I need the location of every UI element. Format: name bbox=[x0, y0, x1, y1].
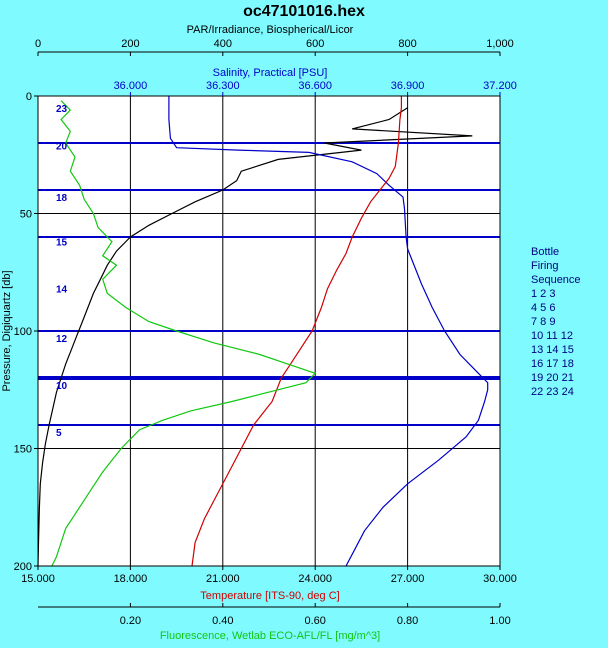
par-tick-label: 1,000 bbox=[486, 38, 514, 50]
par-tick-label: 0 bbox=[35, 38, 41, 50]
bottle-marker-label: 18 bbox=[56, 193, 68, 204]
temperature-axis-title: Temperature [ITS-90, deg C] bbox=[200, 590, 339, 602]
fluorescence-axis-title: Fluorescence, Wetlab ECO-AFL/FL [mg/m^3] bbox=[160, 630, 380, 642]
par-tick-label: 200 bbox=[121, 38, 139, 50]
y-axis-label: Pressure, Digiquartz [db] bbox=[1, 270, 13, 391]
series-line bbox=[51, 100, 317, 567]
temperature-tick-label: 18.000 bbox=[114, 573, 148, 585]
temperature-tick-label: 15.000 bbox=[21, 573, 55, 585]
bottle-marker-label: 10 bbox=[56, 381, 68, 392]
fluorescence-tick-label: 0.80 bbox=[397, 615, 418, 627]
legend-row: 1 2 3 bbox=[531, 288, 555, 300]
fluorescence-tick-label: 1.00 bbox=[489, 615, 510, 627]
y-tick-label: 200 bbox=[14, 561, 32, 573]
salinity-tick-label: 37.200 bbox=[483, 80, 517, 92]
salinity-tick-label: 36.900 bbox=[391, 80, 425, 92]
legend-title-line: Bottle bbox=[531, 246, 559, 258]
legend-row: 13 14 15 bbox=[531, 344, 574, 356]
par-tick-label: 600 bbox=[306, 38, 324, 50]
par-axis-title: PAR/Irradiance, Biospherical/Licor bbox=[187, 24, 354, 36]
chart-title: oc47101016.hex bbox=[243, 3, 365, 20]
bottle-marker-label: 23 bbox=[56, 104, 68, 115]
legend-row: 22 23 24 bbox=[531, 386, 574, 398]
par-tick-label: 400 bbox=[214, 38, 232, 50]
bottle-marker-label: 20 bbox=[56, 141, 68, 152]
legend-row: 7 8 9 bbox=[531, 316, 555, 328]
legend-row: 19 20 21 bbox=[531, 372, 574, 384]
bottle-marker-label: 14 bbox=[56, 285, 68, 296]
fluorescence-tick-label: 0.20 bbox=[120, 615, 141, 627]
y-tick-label: 100 bbox=[14, 326, 32, 338]
legend-title-line: Sequence bbox=[531, 274, 581, 286]
par-tick-label: 800 bbox=[398, 38, 416, 50]
legend-row: 4 5 6 bbox=[531, 302, 555, 314]
bottle-marker-label: 15 bbox=[56, 238, 68, 249]
series-line bbox=[191, 96, 402, 567]
temperature-tick-label: 30.000 bbox=[483, 573, 517, 585]
salinity-tick-label: 36.000 bbox=[114, 80, 148, 92]
bottle-marker-label: 12 bbox=[56, 334, 68, 345]
salinity-tick-label: 36.600 bbox=[298, 80, 332, 92]
temperature-tick-label: 21.000 bbox=[206, 573, 240, 585]
y-tick-label: 150 bbox=[14, 444, 32, 456]
legend-title-line: Firing bbox=[531, 260, 559, 272]
y-tick-label: 50 bbox=[20, 209, 32, 221]
salinity-tick-label: 36.300 bbox=[206, 80, 240, 92]
series-line bbox=[168, 96, 489, 567]
temperature-tick-label: 24.000 bbox=[298, 573, 332, 585]
legend-row: 10 11 12 bbox=[531, 330, 573, 342]
temperature-tick-label: 27.000 bbox=[391, 573, 425, 585]
fluorescence-tick-label: 0.60 bbox=[304, 615, 325, 627]
series-line bbox=[37, 107, 473, 567]
bottle-marker-label: 5 bbox=[56, 428, 62, 439]
fluorescence-tick-label: 0.40 bbox=[212, 615, 233, 627]
y-tick-label: 0 bbox=[26, 91, 32, 103]
legend-row: 16 17 18 bbox=[531, 358, 574, 370]
salinity-axis-title: Salinity, Practical [PSU] bbox=[213, 67, 328, 79]
